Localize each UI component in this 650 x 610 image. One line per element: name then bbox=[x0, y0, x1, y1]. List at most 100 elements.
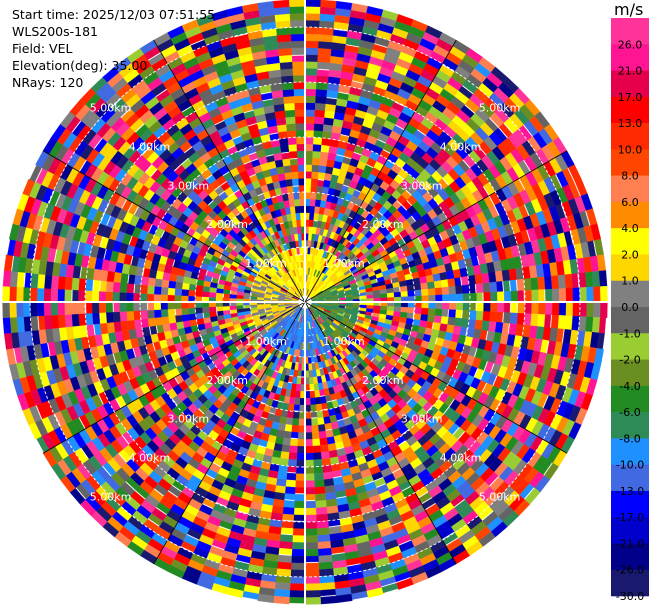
velocity-gate bbox=[284, 424, 293, 433]
velocity-gate bbox=[84, 290, 93, 303]
velocity-gate bbox=[304, 549, 319, 557]
velocity-gate bbox=[304, 528, 318, 536]
velocity-gate bbox=[304, 102, 316, 110]
velocity-gate bbox=[286, 472, 297, 481]
velocity-gate bbox=[314, 479, 325, 488]
velocity-gate bbox=[319, 13, 336, 22]
velocity-gate bbox=[483, 301, 491, 312]
velocity-gate bbox=[153, 293, 161, 303]
velocity-gate bbox=[490, 291, 498, 303]
velocity-gate bbox=[284, 486, 296, 495]
velocity-gate bbox=[579, 287, 588, 303]
velocity-gate bbox=[64, 314, 73, 328]
velocity-gate bbox=[503, 312, 512, 324]
velocity-gate bbox=[194, 307, 203, 314]
velocity-gate bbox=[201, 291, 210, 298]
velocity-gate bbox=[304, 13, 321, 21]
velocity-gate bbox=[593, 286, 601, 303]
velocity-gate bbox=[64, 276, 73, 290]
velocity-gate bbox=[29, 287, 38, 303]
velocity-gate bbox=[557, 274, 567, 289]
velocity-gate bbox=[321, 458, 331, 467]
velocity-gate bbox=[38, 315, 46, 331]
velocity-gate bbox=[57, 314, 66, 329]
velocity-gate bbox=[290, 562, 306, 571]
velocity-gate bbox=[307, 349, 311, 358]
velocity-gate bbox=[441, 309, 449, 318]
velocity-gate bbox=[449, 293, 457, 303]
velocity-gate bbox=[421, 307, 429, 316]
velocity-gate bbox=[9, 301, 17, 318]
velocity-gate bbox=[181, 282, 190, 290]
velocity-gate bbox=[380, 293, 388, 299]
velocity-gate bbox=[434, 308, 443, 317]
velocity-gate bbox=[317, 54, 332, 63]
velocity-rays bbox=[2, 0, 608, 605]
velocity-gate bbox=[317, 171, 326, 180]
velocity-gate bbox=[544, 275, 553, 290]
velocity-gate bbox=[279, 534, 293, 543]
velocity-gate bbox=[296, 452, 306, 461]
velocity-gate bbox=[442, 294, 450, 303]
velocity-gate bbox=[316, 527, 330, 536]
velocity-gate bbox=[304, 143, 314, 152]
velocity-gate bbox=[427, 308, 436, 316]
velocity-gate bbox=[461, 318, 470, 328]
velocity-gate bbox=[297, 439, 306, 447]
velocity-gate bbox=[291, 424, 299, 433]
velocity-gate bbox=[276, 471, 288, 480]
velocity-gate bbox=[510, 301, 518, 314]
velocity-gate bbox=[126, 310, 135, 321]
velocity-gate bbox=[292, 528, 306, 536]
velocity-gate bbox=[318, 554, 333, 564]
velocity-gate bbox=[297, 432, 306, 440]
velocity-gate bbox=[304, 116, 315, 124]
velocity-gate bbox=[174, 301, 182, 309]
velocity-gate bbox=[2, 270, 12, 287]
velocity-gate bbox=[407, 307, 414, 314]
velocity-gate bbox=[167, 287, 176, 296]
velocity-gate bbox=[564, 273, 573, 289]
velocity-gate bbox=[98, 301, 107, 313]
velocity-gate bbox=[36, 301, 45, 317]
velocity-gate bbox=[316, 410, 324, 419]
velocity-gate bbox=[119, 301, 127, 312]
velocity-gate bbox=[236, 305, 244, 310]
velocity-gate bbox=[174, 281, 183, 290]
velocity-gate bbox=[317, 541, 332, 550]
velocity-gate bbox=[304, 47, 319, 55]
velocity-gate bbox=[317, 61, 331, 70]
velocity-gate bbox=[308, 363, 313, 371]
velocity-gate bbox=[112, 291, 120, 303]
velocity-gate bbox=[57, 301, 65, 316]
velocity-gate bbox=[324, 422, 333, 431]
velocity-gate bbox=[304, 535, 318, 543]
velocity-gate bbox=[43, 274, 53, 289]
velocity-gate bbox=[310, 185, 318, 193]
velocity-gate bbox=[550, 314, 560, 329]
velocity-gate bbox=[285, 417, 293, 426]
velocity-gate bbox=[400, 291, 409, 298]
velocity-gate bbox=[455, 293, 464, 303]
velocity-gate bbox=[149, 325, 158, 335]
velocity-gate bbox=[304, 500, 316, 509]
velocity-gate bbox=[181, 307, 189, 316]
velocity-gate bbox=[413, 283, 422, 291]
velocity-gate bbox=[474, 319, 483, 331]
velocity-gate bbox=[497, 301, 505, 313]
velocity-gate bbox=[550, 275, 560, 290]
velocity-gate bbox=[16, 301, 24, 318]
velocity-gate bbox=[50, 288, 58, 303]
velocity-gate bbox=[77, 289, 86, 303]
velocity-gate bbox=[304, 136, 314, 145]
velocity-gate bbox=[537, 276, 546, 290]
velocity-gate bbox=[167, 294, 175, 303]
velocity-gate bbox=[91, 301, 100, 314]
velocity-gate bbox=[174, 314, 183, 323]
velocity-gate bbox=[132, 292, 141, 303]
velocity-gate bbox=[294, 390, 301, 399]
velocity-gate bbox=[289, 597, 306, 604]
velocity-gate bbox=[314, 116, 325, 125]
velocity-gate bbox=[455, 285, 464, 295]
velocity-gate bbox=[482, 311, 491, 322]
